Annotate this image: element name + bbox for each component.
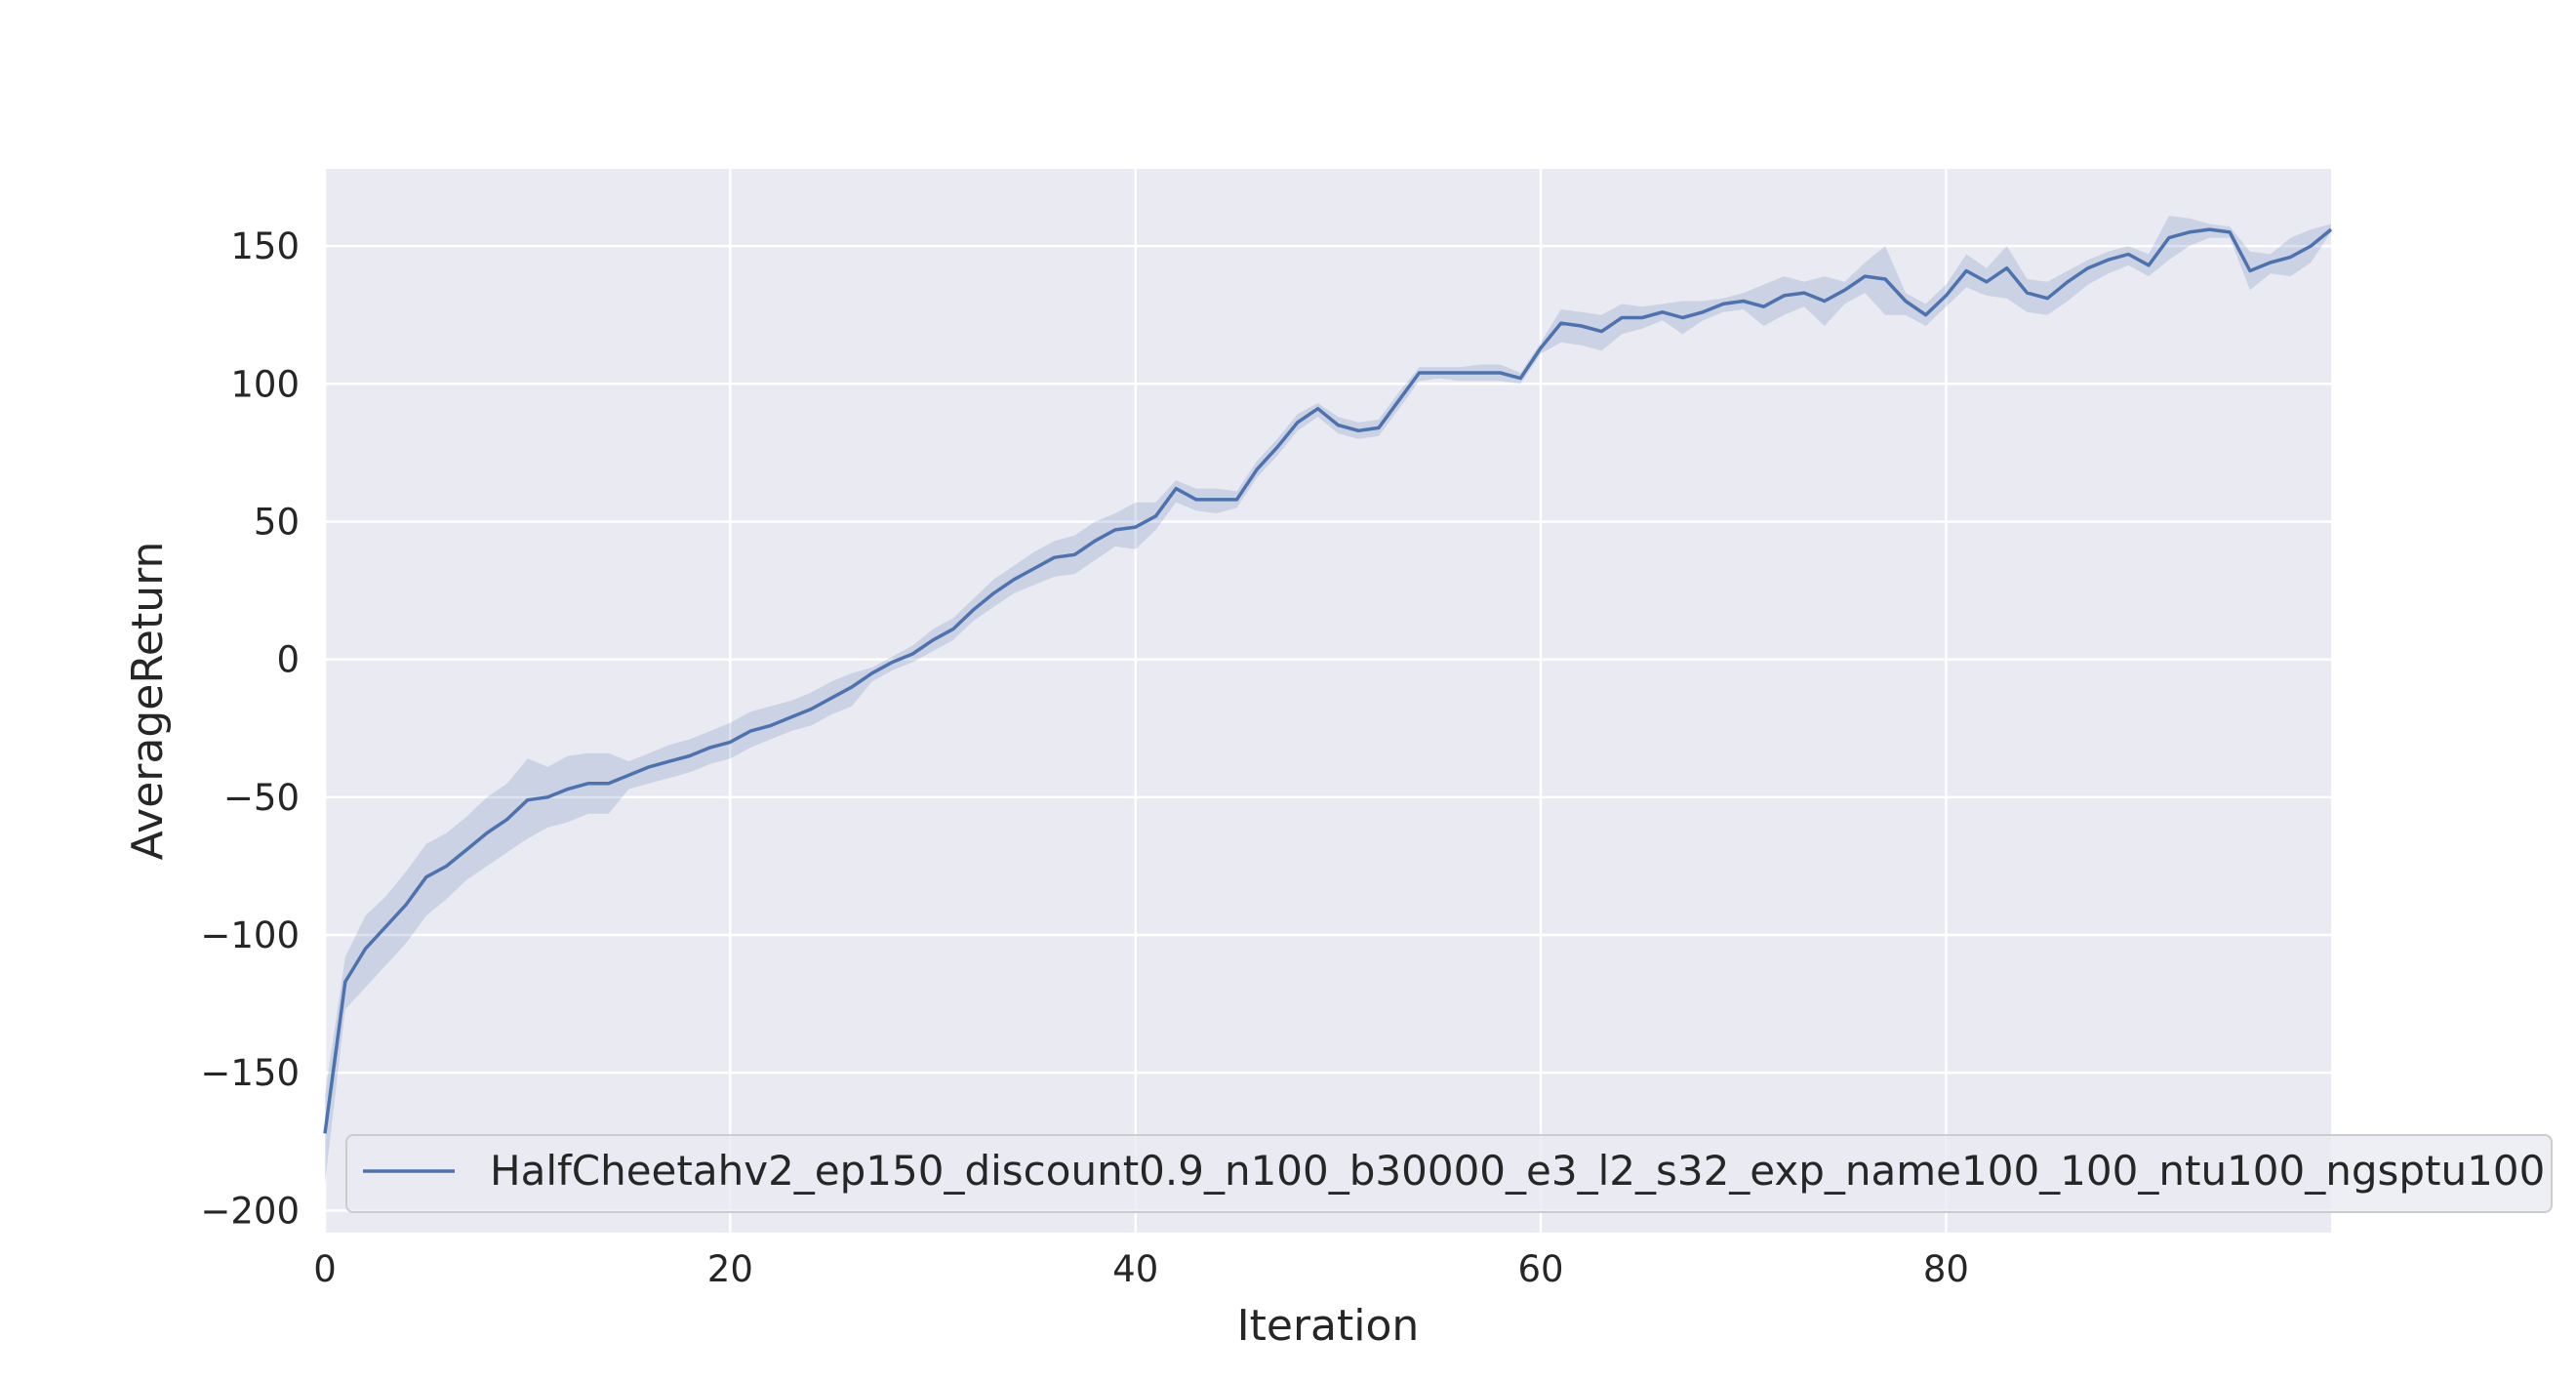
x-tick-label: 20 <box>707 1248 753 1290</box>
y-tick-label: −150 <box>200 1052 300 1094</box>
plot-background <box>325 169 2331 1233</box>
x-tick-label: 80 <box>1923 1248 1969 1290</box>
gridlines <box>323 169 2331 1233</box>
y-tick-label: 100 <box>230 363 300 405</box>
x-tick-label: 0 <box>313 1248 337 1290</box>
legend-label: HalfCheetahv2_ep150_discount0.9_n100_b30… <box>490 1147 2545 1195</box>
legend: HalfCheetahv2_ep150_discount0.9_n100_b30… <box>345 1134 2553 1213</box>
x-axis-title: Iteration <box>1237 1301 1420 1351</box>
x-tick-label: 60 <box>1518 1248 1564 1290</box>
y-tick-label: −50 <box>223 777 300 819</box>
series-lines <box>323 227 2333 1134</box>
y-tick-label: 0 <box>276 639 300 681</box>
legend-box <box>345 1134 2553 1213</box>
y-tick-label: 150 <box>230 225 300 267</box>
series-line <box>323 227 2333 1134</box>
x-tick-label: 40 <box>1112 1248 1158 1290</box>
y-tick-label: 50 <box>254 501 300 543</box>
x-tick-labels: 0 20 40 60 80 <box>313 1248 1969 1290</box>
y-tick-label: −200 <box>200 1190 300 1232</box>
y-tick-labels: −200 −150 −100 −50 0 50 100 150 <box>200 225 300 1232</box>
y-tick-label: −100 <box>200 914 300 956</box>
y-axis-title: AverageReturn <box>123 542 173 861</box>
